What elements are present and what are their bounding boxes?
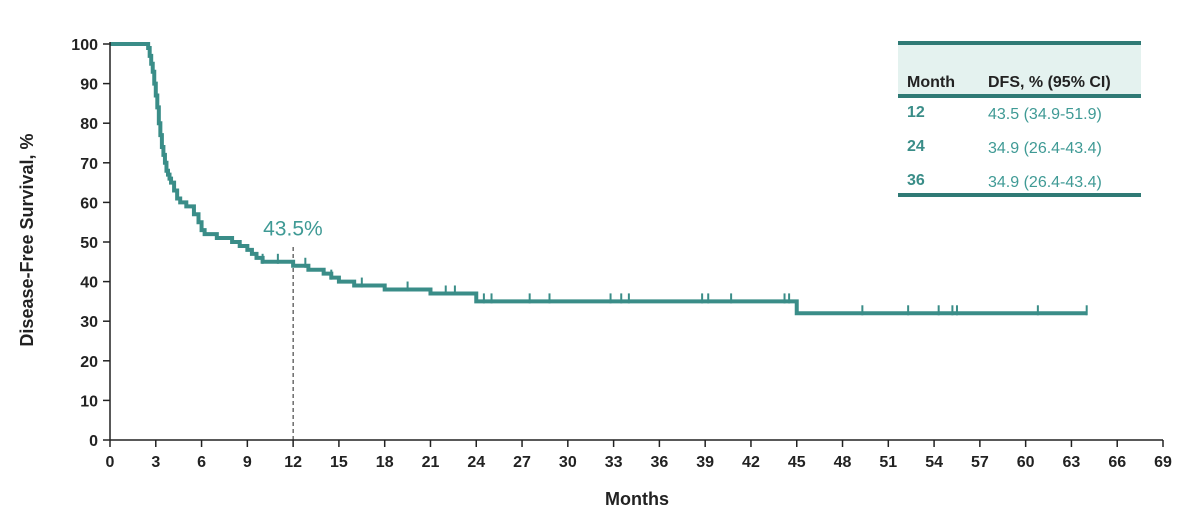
x-tick-label: 6: [197, 454, 206, 471]
x-tick-label: 48: [834, 454, 852, 471]
table-header-dfs: DFS, % (95% CI): [988, 74, 1111, 91]
y-tick-label: 80: [80, 116, 98, 133]
x-tick-label: 45: [788, 454, 806, 471]
y-tick-label: 90: [80, 77, 98, 94]
table-header-background: [898, 44, 1141, 96]
x-tick-label: 51: [879, 454, 897, 471]
table-row-value: 34.9 (26.4-43.4): [988, 174, 1102, 191]
x-axis-title: Months: [605, 489, 669, 509]
y-tick-label: 20: [80, 354, 98, 371]
x-tick-label: 57: [971, 454, 989, 471]
table-row-month: 36: [907, 172, 925, 189]
y-tick-label: 100: [71, 37, 98, 54]
x-tick-label: 24: [467, 454, 485, 471]
y-tick-label: 30: [80, 314, 98, 331]
x-tick-label: 42: [742, 454, 760, 471]
x-tick-label: 66: [1108, 454, 1126, 471]
x-tick-label: 30: [559, 454, 577, 471]
x-tick-label: 36: [650, 454, 668, 471]
y-axis-title: Disease-Free Survival, %: [17, 133, 37, 346]
x-tick-label: 60: [1017, 454, 1035, 471]
x-tick-label: 54: [925, 454, 943, 471]
curve-layer: [110, 42, 1087, 316]
table-row-month: 12: [907, 104, 925, 121]
table-row-month: 24: [907, 138, 925, 155]
table-row-value: 43.5 (34.9-51.9): [988, 106, 1102, 123]
y-tick-label: 50: [80, 235, 98, 252]
x-tick-label: 15: [330, 454, 348, 471]
x-tick-label: 33: [605, 454, 623, 471]
x-tick-label: 3: [151, 454, 160, 471]
survival-curve: [110, 42, 1087, 316]
x-tick-label: 27: [513, 454, 531, 471]
x-tick-label: 63: [1063, 454, 1081, 471]
y-tick-label: 40: [80, 275, 98, 292]
table-row-value: 34.9 (26.4-43.4): [988, 140, 1102, 157]
x-tick-label: 12: [284, 454, 302, 471]
y-tick-label: 10: [80, 393, 98, 410]
censor-marks-layer: [261, 253, 1088, 316]
x-tick-label: 18: [376, 454, 394, 471]
table-header-month: Month: [907, 74, 955, 91]
annotation-label: 43.5%: [263, 218, 323, 241]
x-tick-label: 0: [106, 454, 115, 471]
y-tick-label: 0: [89, 433, 98, 450]
x-tick-label: 9: [243, 454, 252, 471]
x-tick-label: 69: [1154, 454, 1172, 471]
y-tick-label: 60: [80, 195, 98, 212]
x-tick-label: 39: [696, 454, 714, 471]
dfs-table: Month DFS, % (95% CI) 12 43.5 (34.9-51.9…: [898, 41, 1141, 197]
x-tick-label: 21: [422, 454, 440, 471]
y-tick-label: 70: [80, 156, 98, 173]
